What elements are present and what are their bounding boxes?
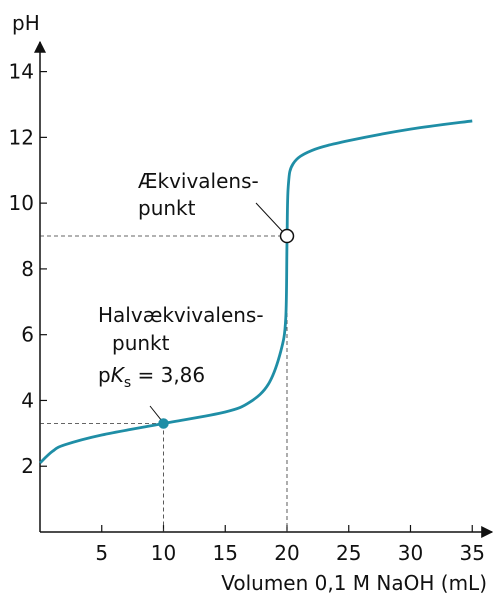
y-tick-label: 6 — [21, 323, 34, 347]
x-tick-label: 10 — [151, 541, 176, 565]
x-axis-label: Volumen 0,1 M NaOH (mL) — [221, 571, 487, 595]
x-tick-label: 25 — [336, 541, 361, 565]
leader-line — [149, 405, 162, 421]
y-tick-label: 14 — [9, 60, 34, 84]
y-tick-label: 4 — [21, 388, 34, 412]
x-tick-label: 20 — [274, 541, 299, 565]
annotation: punkt — [138, 196, 196, 220]
x-tick-label: 30 — [398, 541, 423, 565]
annotation: punkt — [112, 331, 170, 355]
x-tick-label: 15 — [213, 541, 238, 565]
formula-part: s — [124, 375, 131, 391]
formula-part: p — [98, 363, 111, 387]
annotation: Halvækvivalens- — [98, 303, 264, 327]
point-marker — [279, 228, 295, 244]
y-axis-label: pH — [12, 11, 40, 35]
y-tick-label: 2 — [21, 454, 34, 478]
y-tick-label: 10 — [9, 191, 34, 215]
formula-part: K — [111, 363, 126, 387]
x-tick-label: 5 — [95, 541, 108, 565]
y-tick-label: 12 — [9, 125, 34, 149]
annotation: pKs = 3,86 — [98, 363, 205, 391]
formula-part: = 3,86 — [131, 363, 205, 387]
titration-curve — [39, 119, 473, 464]
x-tick-label: 35 — [460, 541, 485, 565]
leader-line — [255, 202, 284, 233]
annotation: Ækvivalens- — [138, 169, 259, 193]
point-marker — [158, 418, 169, 429]
y-tick-label: 8 — [21, 257, 34, 281]
